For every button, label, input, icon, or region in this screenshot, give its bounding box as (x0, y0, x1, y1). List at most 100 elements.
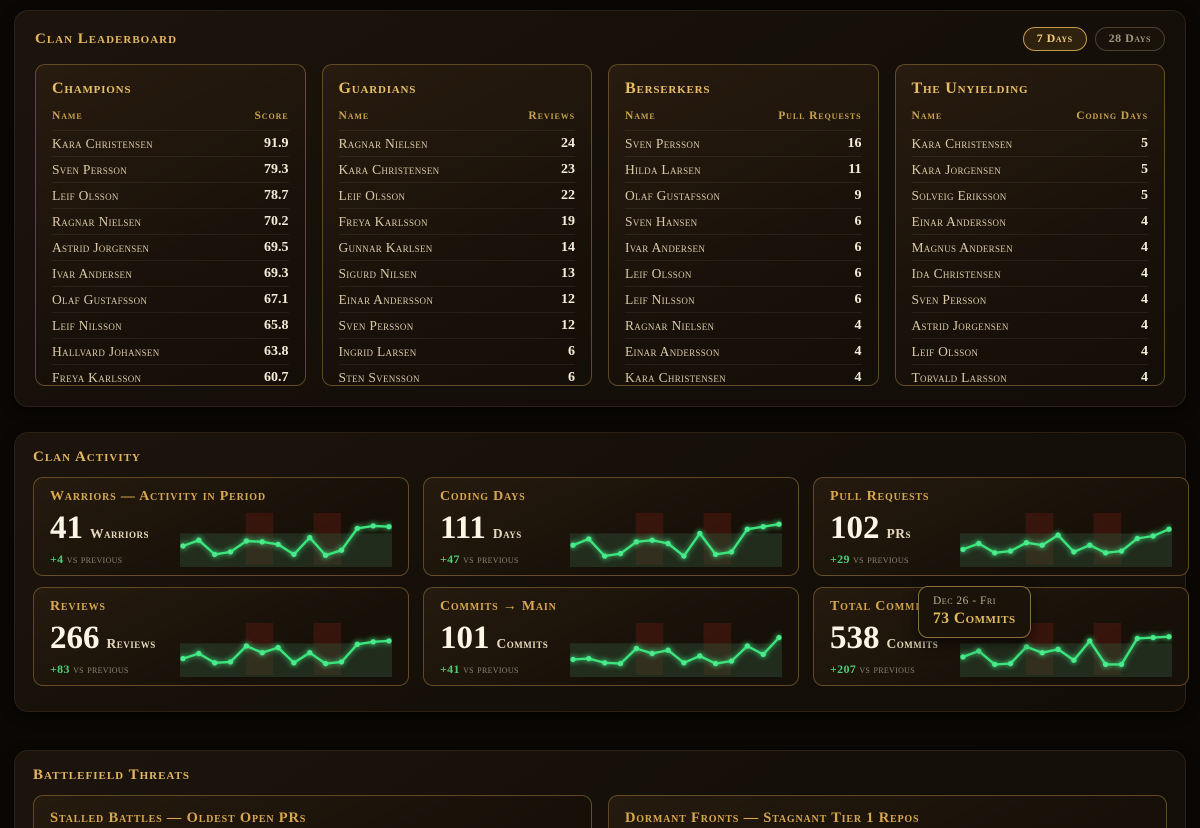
row-name: Solveig Eriksson (911, 187, 1007, 203)
stat-value: 538 (830, 619, 880, 656)
table-row: Sigurd Nilsen 13 (338, 260, 575, 286)
row-name: Kara Christensen (911, 135, 1013, 151)
stat-unit: Reviews (106, 635, 156, 651)
table-row: Sven Hansen 6 (625, 208, 862, 234)
period-button-7-days[interactable]: 7 Days (1022, 27, 1087, 51)
leaderboard-grid: Champions Name Score Kara Christensen 91… (35, 64, 1165, 386)
table-row: Solveig Eriksson 5 (911, 182, 1148, 208)
sparkline-chart[interactable] (570, 621, 782, 677)
row-value: 12 (561, 291, 575, 307)
row-value: 63.8 (264, 343, 289, 359)
sparkline-chart[interactable] (180, 511, 392, 567)
row-value: 67.1 (264, 291, 289, 307)
sparkline-chart[interactable] (960, 621, 1172, 677)
table-row: Kara Christensen 23 (338, 156, 575, 182)
stat-summary: 102 PRs +29 vs previous (830, 509, 952, 567)
row-value: 4 (854, 317, 862, 333)
row-name: Kara Christensen (52, 135, 153, 151)
stat-value: 266 (50, 619, 100, 656)
row-name: Hilda Larsen (625, 161, 701, 177)
stat-delta: +29 (830, 551, 850, 566)
row-value: 4 (854, 369, 862, 385)
table-row: Sven Persson 79.3 (52, 156, 289, 182)
row-name: Torvald Larsson (911, 369, 1007, 385)
stat-unit: Days (492, 525, 522, 541)
table-row: Leif Nilsson 6 (625, 286, 862, 312)
sparkline-chart[interactable] (180, 621, 392, 677)
threats-grid: Stalled Battles — Oldest Open PRs Dorman… (33, 795, 1167, 828)
row-value: 6 (568, 369, 575, 385)
row-value: 5 (1141, 135, 1148, 151)
row-name: Leif Olsson (625, 265, 692, 281)
row-value: 22 (561, 187, 575, 203)
stat-delta: +207 (830, 661, 857, 676)
stat-card-title: Commits → Main (440, 599, 557, 614)
row-value: 4 (1141, 265, 1148, 281)
table-row: Ragnar Nielsen 24 (338, 130, 575, 156)
stat-delta: +4 (50, 551, 64, 566)
stat-summary: 41 Warriors +4 vs previous (50, 511, 172, 567)
column-header-value: Reviews (528, 110, 575, 122)
leaderboard-panel: Champions Name Score Kara Christensen 91… (35, 64, 306, 386)
column-header-value: Pull Requests (778, 110, 862, 122)
row-name: Einar Andersson (911, 213, 1007, 229)
row-name: Sven Persson (52, 161, 127, 177)
table-body: Kara Christensen 91.9 Sven Persson 79.3 … (52, 130, 289, 385)
sparkline-chart[interactable] (570, 511, 782, 567)
table-header: Name Score (52, 108, 289, 130)
row-name: Ragnar Nielsen (52, 213, 142, 229)
sparkline-chart[interactable] (960, 511, 1172, 567)
activity-stat-card: Pull Requests 102 PRs +29 vs previous (813, 477, 1189, 576)
row-value: 69.5 (264, 239, 289, 255)
battlefield-threats-section: Battlefield Threats Stalled Battles — Ol… (14, 750, 1186, 828)
row-name: Einar Andersson (338, 291, 434, 307)
row-value: 14 (561, 239, 575, 255)
table-row: Kara Christensen 5 (911, 130, 1148, 156)
sparkline-wrap (960, 621, 1172, 677)
table-row: Sven Persson 12 (338, 312, 575, 338)
activity-stat-card: Commits → Main 101 Commits +41 vs previo… (423, 587, 799, 686)
row-name: Leif Nilsson (625, 291, 695, 307)
row-name: Einar Andersson (625, 343, 720, 359)
row-value: 4 (1141, 239, 1148, 255)
stat-card-title: Warriors — Activity in Period (50, 489, 266, 504)
tooltip-date: Dec 26 - Fri (933, 595, 996, 607)
stat-delta-suffix: vs previous (853, 551, 909, 566)
table-header: Name Reviews (339, 108, 576, 130)
row-value: 4 (1141, 343, 1148, 359)
period-button-28-days[interactable]: 28 Days (1094, 27, 1165, 51)
stat-value: 101 (440, 619, 490, 656)
row-value: 13 (561, 265, 575, 281)
table-row: Ingrid Larsen 6 (338, 338, 575, 364)
table-row: Kara Jorgensen 5 (911, 156, 1148, 182)
row-value: 12 (561, 317, 575, 333)
row-name: Leif Olsson (338, 187, 406, 203)
table-header: Name Coding Days (912, 108, 1149, 130)
stat-value: 111 (440, 509, 486, 546)
row-name: Astrid Jorgensen (52, 239, 150, 255)
table-row: Kara Christensen 4 (625, 364, 862, 385)
row-name: Kara Jorgensen (911, 161, 1002, 177)
threat-panel: Stalled Battles — Oldest Open PRs (33, 795, 592, 828)
table-row: Ivar Andersen 69.3 (52, 260, 289, 286)
stat-delta: +83 (50, 661, 70, 676)
row-value: 5 (1141, 161, 1148, 177)
table-row: Hallvard Johansen 63.8 (52, 338, 289, 364)
stat-unit: Commits (886, 635, 939, 651)
threats-title: Battlefield Threats (33, 767, 191, 783)
row-value: 69.3 (264, 265, 289, 281)
table-row: Hilda Larsen 11 (625, 156, 862, 182)
row-name: Leif Olsson (911, 343, 979, 359)
activity-title: Clan Activity (33, 449, 141, 465)
tooltip-value: 73 Commits (933, 610, 1016, 627)
row-value: 70.2 (264, 213, 289, 229)
table-row: Einar Andersson 4 (625, 338, 862, 364)
row-name: Sven Persson (338, 317, 414, 333)
stat-delta-suffix: vs previous (859, 661, 916, 676)
row-name: Ivar Andersen (52, 265, 133, 281)
table-row: Sten Svensson 6 (338, 364, 575, 385)
stat-value: 102 (830, 509, 880, 546)
column-header-name: Name (338, 110, 370, 122)
row-name: Ingrid Larsen (338, 343, 417, 359)
stat-summary: 266 Reviews +83 vs previous (50, 619, 172, 677)
